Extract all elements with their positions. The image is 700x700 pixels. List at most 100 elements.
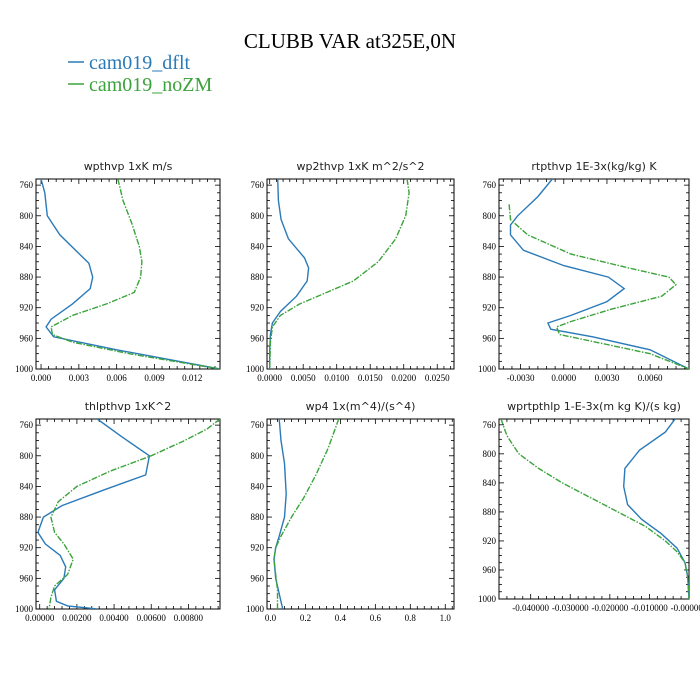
series-line-cam019-nozm <box>48 419 220 609</box>
y-tick-label: 960 <box>20 573 34 583</box>
y-tick-label: 800 <box>483 449 497 459</box>
y-tick-label: 920 <box>20 543 34 553</box>
y-tick-label: 760 <box>251 420 265 430</box>
x-tick-label: 0.0100 <box>324 373 349 383</box>
y-tick-label: 1000 <box>15 364 34 374</box>
panel-1: wpthvp 1xK m/s76080084088092096010000.00… <box>15 160 221 383</box>
y-tick-label: 760 <box>20 420 34 430</box>
panel-2: wp2thvp 1xK m^2/s^2 760 800 840 880 920 960 100… <box>246 160 455 383</box>
panel-title: rtpthvp 1E-3x(kg/kg) K <box>531 160 657 173</box>
y-tick-label: 1000 <box>246 364 265 374</box>
series-line-cam019-nozm <box>50 179 220 369</box>
y-tick-label: 880 <box>483 272 497 282</box>
y-tick-label: 800 <box>483 211 497 221</box>
plot-frame <box>35 418 221 610</box>
x-tick-label: 0.0050 <box>291 373 316 383</box>
y-tick-label: 880 <box>20 272 34 282</box>
y-tick-label: 840 <box>20 481 34 491</box>
x-tick-label: 0.006 <box>107 373 128 383</box>
y-tick-label: 760 <box>483 180 497 190</box>
plot-frame <box>266 418 455 610</box>
panel-title: wp2thvp 1xK m^2/s^2 <box>296 160 424 173</box>
x-tick-label: -0.020000 <box>591 603 628 613</box>
panel-title: wprtpthlp 1-E-3x(m kg K)/(s kg) <box>507 400 681 413</box>
legend: cam019_dflt cam019_noZM <box>68 52 213 96</box>
y-tick-label: 960 <box>251 333 265 343</box>
x-tick-label: 0.8 <box>405 613 417 623</box>
x-tick-label: 0.2 <box>300 613 311 623</box>
plot-frame <box>266 178 455 370</box>
legend-label-dflt: cam019_dflt <box>89 52 191 74</box>
figure-title: CLUBB VAR at325E,0N <box>244 29 456 53</box>
y-tick-label: 840 <box>251 481 265 491</box>
plot-frame <box>35 178 221 370</box>
panel-3: rtpthvp 1E-3x(kg/kg) K 760 800 840 880 920 960… <box>478 160 690 383</box>
y-tick-label: 760 <box>20 180 34 190</box>
y-tick-label: 960 <box>251 573 265 583</box>
y-tick-label: 760 <box>483 420 497 430</box>
x-tick-label: 0.003 <box>69 373 90 383</box>
series-line-cam019-nozm <box>500 419 689 599</box>
y-tick-label: 880 <box>251 272 265 282</box>
panel-6: wprtpthlp 1-E-3x(m kg K)/(s kg) 760 800 840… <box>478 400 700 613</box>
y-tick-label: 1000 <box>478 364 497 374</box>
series-line-cam019-nozm <box>273 419 340 609</box>
x-tick-label: 0.4 <box>335 613 347 623</box>
x-tick-label: 0.00200 <box>62 613 92 623</box>
y-tick-label: 1000 <box>246 604 265 614</box>
x-tick-label: 0.00000 <box>25 613 55 623</box>
panel-title: wp4 1x(m^4)/(s^4) <box>306 400 416 413</box>
x-tick-label: 0.0060 <box>638 373 663 383</box>
x-tick-label: 0.00800 <box>174 613 204 623</box>
y-tick-label: 1000 <box>478 594 497 604</box>
panel-4: thlpthvp 1xK^276080084088092096010000.00… <box>15 400 221 623</box>
y-tick-label: 840 <box>20 241 34 251</box>
series-line-cam019-dflt <box>40 179 220 369</box>
y-tick-label: 960 <box>483 333 497 343</box>
y-tick-label: 920 <box>251 303 265 313</box>
x-tick-label: 0.000 <box>31 373 52 383</box>
y-tick-label: 880 <box>251 512 265 522</box>
x-tick-label: 0.0030 <box>595 373 620 383</box>
y-tick-label: 800 <box>251 451 265 461</box>
y-tick-label: 920 <box>20 303 34 313</box>
y-tick-label: 960 <box>483 565 497 575</box>
y-tick-label: 840 <box>251 241 265 251</box>
panel-5: wp4 1x(m^4)/(s^4)76080084088092096010000… <box>246 400 455 623</box>
x-tick-label: 1.0 <box>440 613 452 623</box>
series-line-cam019-dflt <box>509 179 689 369</box>
x-tick-label: -0.030000 <box>552 603 589 613</box>
x-tick-label: 0.00400 <box>99 613 129 623</box>
y-tick-label: 1000 <box>15 604 34 614</box>
y-tick-label: 960 <box>20 333 34 343</box>
x-tick-label: 0.00600 <box>137 613 167 623</box>
x-tick-label: 0.0150 <box>358 373 383 383</box>
series-line-cam019-nozm <box>508 204 689 369</box>
x-tick-label: -0.040000 <box>512 603 549 613</box>
y-tick-label: 800 <box>20 451 34 461</box>
y-tick-label: 840 <box>483 478 497 488</box>
x-tick-label: 0.0 <box>265 613 277 623</box>
series-line-cam019-dflt <box>37 419 151 609</box>
legend-label-nozm: cam019_noZM <box>89 74 213 96</box>
y-tick-label: 800 <box>251 211 265 221</box>
x-tick-label: 0.0250 <box>425 373 450 383</box>
series-line-cam019-dflt <box>269 179 310 369</box>
series-line-cam019-nozm <box>269 179 410 369</box>
y-tick-label: 800 <box>20 211 34 221</box>
x-tick-label: 0.0000 <box>257 373 282 383</box>
panel-title: wpthvp 1xK m/s <box>84 160 173 173</box>
panels: wpthvp 1xK m/s76080084088092096010000.00… <box>15 160 700 623</box>
y-tick-label: 920 <box>251 543 265 553</box>
x-tick-label: 0.6 <box>370 613 382 623</box>
x-tick-label: 0.0200 <box>391 373 416 383</box>
panel-title: thlpthvp 1xK^2 <box>85 400 172 413</box>
y-tick-label: 920 <box>483 303 497 313</box>
y-tick-label: 920 <box>483 536 497 546</box>
x-tick-label: -0.0030 <box>507 373 535 383</box>
y-tick-label: 880 <box>20 512 34 522</box>
x-tick-label: 0.0000 <box>551 373 576 383</box>
plot-frame <box>498 418 690 600</box>
